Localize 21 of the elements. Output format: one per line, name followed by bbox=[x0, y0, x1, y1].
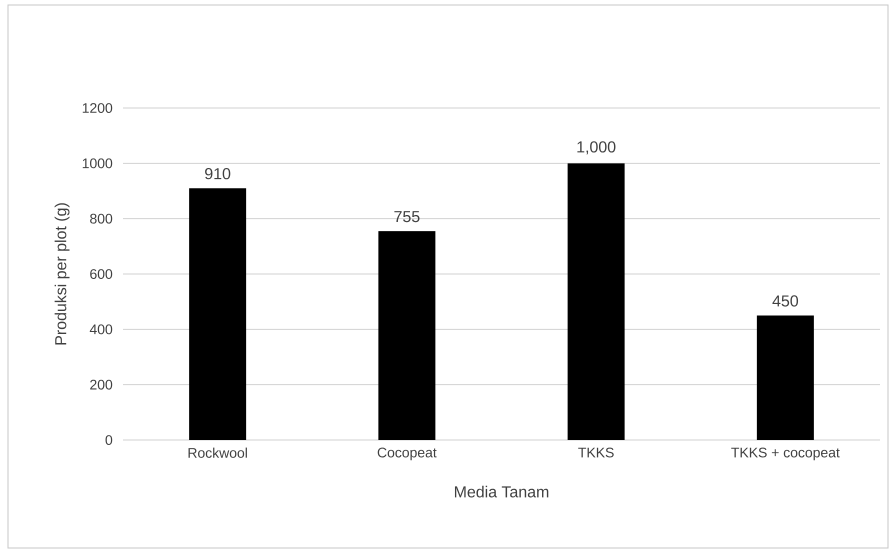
y-tick-label: 600 bbox=[90, 269, 112, 279]
y-tick-label: 1200 bbox=[82, 103, 112, 113]
x-tick-label: Cocopeat bbox=[378, 448, 437, 460]
x-tick-label: Rockwool bbox=[188, 448, 247, 458]
bar bbox=[189, 188, 246, 440]
y-axis-title: Produksi per plot (g) bbox=[54, 203, 70, 344]
data-label: 1,000 bbox=[577, 141, 616, 154]
y-tick-label: 200 bbox=[90, 380, 112, 390]
y-tick-label: 800 bbox=[90, 214, 112, 224]
bar bbox=[568, 163, 625, 440]
data-label: 755 bbox=[394, 211, 420, 222]
bar bbox=[378, 231, 436, 440]
y-tick-label: 400 bbox=[90, 324, 112, 334]
data-label: 910 bbox=[205, 168, 230, 180]
data-label: 450 bbox=[772, 295, 798, 307]
bar bbox=[756, 316, 814, 440]
y-tick-label: 0 bbox=[106, 435, 112, 445]
x-axis-title: Media Tanam bbox=[454, 486, 548, 498]
x-tick-label: TKKS bbox=[578, 448, 614, 458]
x-tick-label: TKKS + cocopeat bbox=[731, 448, 840, 460]
y-tick-label: 1000 bbox=[82, 158, 112, 168]
